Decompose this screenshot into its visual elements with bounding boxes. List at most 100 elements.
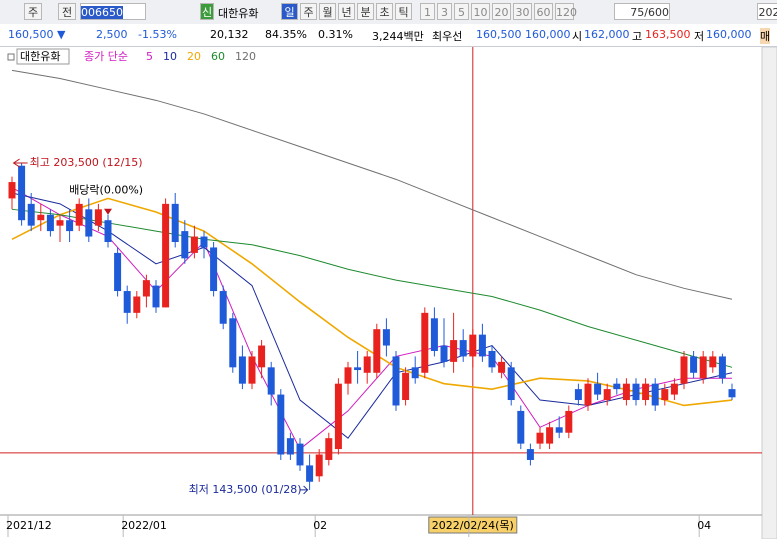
market[interactable]: 주 — [24, 3, 42, 20]
minute-button[interactable]: 10 — [471, 3, 490, 20]
low-annotation: 최저 143,500 (01/28) — [189, 483, 302, 496]
x-tick-label: 2022/01 — [121, 519, 167, 532]
minute-button[interactable]: 5 — [454, 3, 469, 20]
candle-body — [258, 345, 266, 368]
moving-average — [11, 208, 733, 368]
candle-body — [546, 427, 554, 444]
candle-body — [402, 372, 410, 401]
chart: 대한유화 종가 단순 5 10 20 60 120 2021/12 2022/01 02 202… — [0, 47, 777, 539]
candle-body — [296, 443, 304, 466]
candle-body — [430, 318, 438, 351]
candle-body — [574, 389, 582, 401]
candle-body — [603, 389, 611, 401]
period-button[interactable]: 월 — [319, 3, 336, 20]
period-button[interactable]: 틱 — [395, 3, 412, 20]
candle-body — [18, 165, 26, 221]
candle-body — [56, 220, 64, 226]
candle-body — [670, 383, 678, 395]
legend-ma: 10 — [163, 50, 177, 63]
candle-body — [37, 214, 45, 221]
badge: 신 — [200, 3, 214, 20]
candle-body — [123, 291, 131, 313]
count[interactable]: 75/600 — [614, 3, 670, 20]
minute-button[interactable]: 1 — [420, 3, 435, 20]
moving-average — [11, 187, 732, 450]
candle-body — [248, 356, 256, 384]
candle-body — [104, 220, 112, 243]
candle-body — [709, 356, 717, 368]
minute-button[interactable]: 120 — [555, 3, 577, 20]
candle-body — [344, 367, 352, 384]
candle-body — [85, 209, 93, 237]
candle-body — [411, 367, 419, 379]
prev[interactable]: 전 — [58, 3, 76, 20]
candle-body — [306, 465, 314, 482]
x-tick-label: 2022/02/24(목) — [432, 519, 514, 532]
candle-body — [478, 334, 486, 357]
candle-body — [642, 383, 650, 401]
minute-button[interactable]: 3 — [437, 3, 452, 20]
code: 006650 — [81, 6, 123, 19]
quote-row: 160,500 ▼ 2,500 -1.53% 20,132 84.35% 0.3… — [0, 24, 777, 47]
period-button[interactable]: 주 — [300, 3, 317, 20]
candle-body — [584, 383, 592, 406]
code-input[interactable]: 006650 — [80, 3, 146, 20]
low-arrow — [299, 485, 309, 495]
candle-body — [190, 236, 198, 253]
candle-body — [354, 367, 362, 371]
amount: 3,244백만 — [372, 30, 424, 43]
candle-body — [46, 214, 54, 232]
minute-button[interactable]: 20 — [492, 3, 511, 20]
toolbar: 주 전 006650 신 대한유화 일 주 월 년 분 초 틱 1 3 5 10 20 30 60 120 … — [0, 0, 777, 25]
candle-body — [450, 340, 458, 362]
high-label: 고 — [632, 30, 643, 43]
chart-bg — [0, 47, 777, 539]
volume: 20,132 — [210, 28, 249, 41]
date[interactable]: 202 — [757, 3, 777, 20]
stock-name: 대한유화 — [218, 7, 259, 20]
candle-body — [238, 356, 246, 384]
rate: -1.53% — [138, 28, 177, 41]
candle-body — [8, 182, 16, 199]
candle-body — [142, 280, 150, 297]
low: 160,000 — [706, 28, 752, 41]
high-arrow — [12, 158, 28, 168]
candle-body — [536, 432, 544, 444]
vol-ratio: 84.35% — [265, 28, 307, 41]
side[interactable]: 매 — [760, 28, 771, 44]
candle-body — [632, 383, 640, 401]
x-tick-label: 2021/12 — [6, 519, 52, 532]
candle-body — [469, 334, 477, 357]
candle-body — [27, 203, 35, 226]
period-button[interactable]: 분 — [357, 3, 374, 20]
candle-body — [373, 329, 381, 373]
candle-body — [277, 394, 285, 455]
candle-body — [555, 427, 563, 433]
candle-body — [565, 410, 573, 433]
candle-body — [315, 454, 323, 477]
candle-body — [267, 367, 275, 395]
candle-body — [210, 247, 218, 292]
minute-button[interactable]: 30 — [513, 3, 532, 20]
x-tick-label: 04 — [697, 519, 711, 532]
candle-body — [699, 356, 707, 379]
change: 2,500 — [96, 28, 128, 41]
period-button[interactable]: 년 — [338, 3, 355, 20]
candle-body — [392, 356, 400, 406]
candle-body — [334, 383, 342, 450]
legend-ma: 120 — [235, 50, 256, 63]
period-button[interactable]: 일 — [281, 3, 298, 20]
candle-body — [526, 449, 534, 460]
dividend-marker — [104, 208, 112, 215]
candle-body — [594, 383, 602, 395]
candle-body — [75, 203, 83, 226]
minute-button[interactable]: 60 — [534, 3, 553, 20]
candle-body — [229, 318, 237, 368]
candle-body — [171, 203, 179, 243]
candle-body — [286, 438, 294, 455]
moving-average — [11, 197, 733, 407]
candle-body — [94, 209, 102, 226]
dividend-annotation: 배당락(0.00%) — [69, 183, 143, 196]
period-button[interactable]: 초 — [376, 3, 393, 20]
